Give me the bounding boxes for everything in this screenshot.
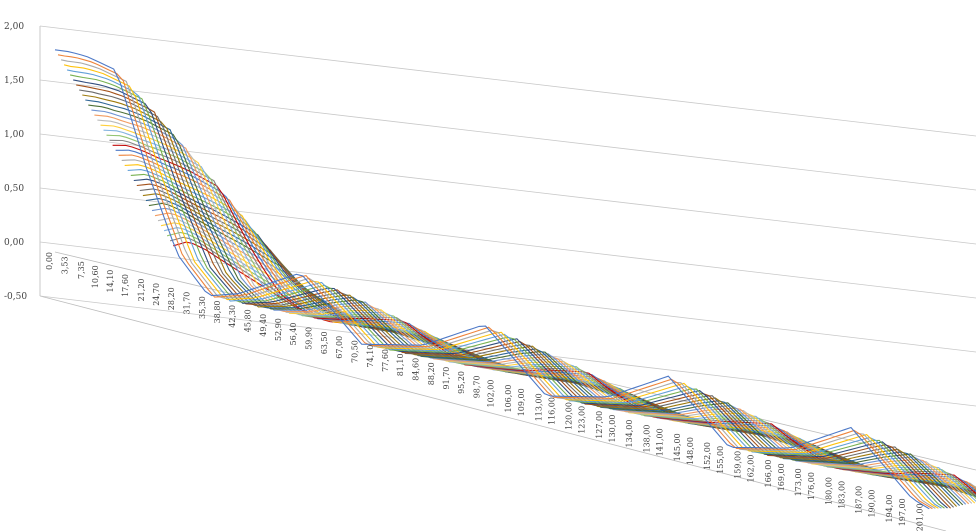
x-tick-label: 130,00	[608, 415, 617, 443]
series-lines	[54, 49, 976, 510]
x-tick-label: 74,10	[366, 345, 375, 368]
x-tick-label: 180,00	[824, 477, 833, 505]
x-tick-label: 45,80	[243, 309, 252, 332]
x-tick-label: 88,20	[427, 362, 436, 385]
x-tick-label: 127,00	[595, 411, 604, 439]
series-line	[57, 54, 933, 510]
series-line	[85, 99, 960, 506]
x-tick-label: 141,00	[656, 428, 665, 456]
x-tick-label: 49,40	[259, 314, 268, 337]
x-tick-label: 197,00	[898, 498, 907, 526]
series-line	[76, 84, 951, 509]
gridline	[39, 79, 976, 191]
x-tick-label: 14,10	[106, 270, 115, 293]
x-tick-label: 106,00	[504, 385, 513, 413]
x-tick-label: 148,00	[686, 437, 695, 465]
series-line	[112, 144, 976, 495]
y-tick-label: 1,00	[4, 130, 24, 140]
x-tick-label: 38,80	[213, 301, 222, 324]
x-tick-label: 35,30	[198, 296, 207, 319]
x-tick-label: 24,70	[152, 283, 161, 306]
x-tick-label: 159,00	[734, 451, 743, 479]
y-axis-tick-labels: 2,00 1,50 1,00 0,50 0,00 -0,50	[4, 22, 27, 302]
series-line	[60, 59, 936, 509]
x-tick-label: 190,00	[868, 490, 877, 518]
series-line	[136, 183, 976, 494]
x-tick-label: 59,90	[304, 327, 313, 350]
x-tick-label: 84,60	[411, 358, 420, 381]
x-tick-label: 77,60	[381, 349, 390, 372]
x-tick-label: 152,00	[703, 442, 712, 470]
x-tick-label: 116,00	[547, 397, 556, 425]
x-tick-label: 98,70	[472, 375, 481, 398]
x-tick-label: 166,00	[764, 460, 773, 488]
y-tick-label: 0,50	[4, 184, 24, 194]
x-tick-label: 52,90	[274, 318, 283, 341]
x-tick-label: 176,00	[807, 472, 816, 500]
x-tick-label: 95,20	[457, 371, 466, 394]
x-tick-label: 162,00	[747, 455, 756, 483]
x-tick-label: 113,00	[534, 393, 543, 421]
y-tick-label: 2,00	[4, 22, 24, 32]
y-tick-label: 1,50	[4, 76, 24, 86]
y-tick-label: -0,50	[4, 292, 27, 302]
series-line	[91, 109, 967, 505]
x-tick-label: 109,00	[517, 388, 526, 416]
x-tick-label: 42,30	[228, 305, 237, 328]
series-line	[63, 64, 939, 509]
x-tick-label: 120,00	[565, 402, 574, 430]
x-tick-label: 63,50	[320, 331, 329, 354]
x-tick-label: 201,00	[915, 503, 924, 531]
x-tick-label: 56,40	[289, 323, 298, 346]
x-tick-label: 138,00	[643, 425, 652, 453]
series-line	[109, 139, 976, 497]
x-tick-label: 173,00	[794, 468, 803, 496]
x-tick-label: 28,20	[167, 287, 176, 310]
x-tick-label: 145,00	[673, 433, 682, 461]
gridline	[39, 187, 976, 299]
series-line	[66, 69, 942, 509]
x-tick-label: 31,70	[182, 292, 191, 315]
floor-front-edge	[39, 295, 947, 531]
series-line	[127, 169, 976, 489]
gridline	[39, 25, 976, 137]
x-tick-label: 17,60	[121, 274, 130, 297]
x-tick-label: 134,00	[625, 420, 634, 448]
x-tick-label: 21,20	[137, 279, 146, 302]
x-axis-tick-labels: 0,00 3,53 7,35 10,60 14,10 17,60 21,20 24,70 28,…	[45, 252, 924, 531]
x-tick-label: 187,00	[855, 486, 864, 514]
x-tick-label: 10,60	[91, 265, 100, 288]
series-line	[100, 124, 976, 504]
x-tick-label: 81,10	[396, 353, 405, 376]
x-tick-label: 0,00	[45, 252, 54, 270]
series-line	[69, 74, 945, 509]
x-tick-label: 3,53	[60, 256, 69, 274]
series-line	[88, 104, 964, 506]
series-line	[73, 79, 948, 509]
x-tick-label: 102,00	[487, 380, 496, 408]
x-tick-label: 155,00	[716, 446, 725, 474]
x-tick-label: 169,00	[777, 463, 786, 491]
x-tick-label: 70,50	[350, 340, 359, 363]
y-tick-label: 0,00	[4, 238, 24, 248]
x-tick-label: 7,35	[77, 261, 86, 279]
series-line	[133, 178, 976, 492]
series-line	[103, 129, 976, 502]
x-tick-label: 123,00	[578, 406, 587, 434]
x-tick-label: 67,00	[335, 336, 344, 359]
series-line	[54, 49, 930, 510]
x-tick-label: 194,00	[885, 495, 894, 523]
x-tick-label: 183,00	[837, 481, 846, 509]
gridline	[39, 241, 976, 353]
gridline	[39, 133, 976, 245]
x-tick-label: 91,70	[442, 367, 451, 390]
